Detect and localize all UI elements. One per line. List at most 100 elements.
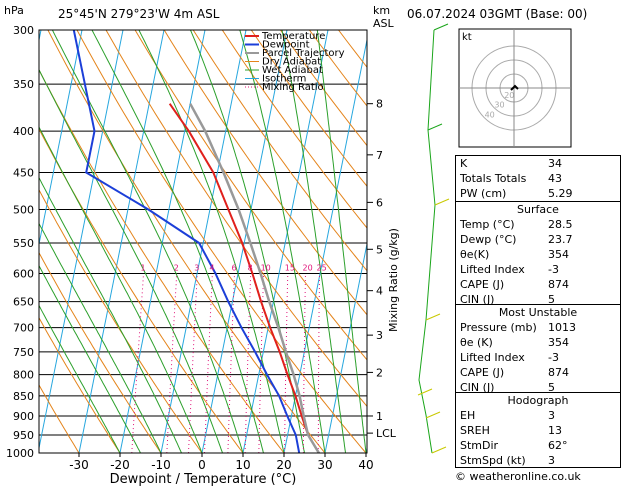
height-tick-label: 2 — [376, 366, 383, 379]
pressure-tick-label: 650 — [13, 296, 34, 309]
wet-adiabat — [239, 30, 326, 453]
wet-adiabat — [39, 125, 203, 453]
isotherm-line — [365, 445, 367, 453]
dry-adiabat — [39, 251, 162, 453]
wet-adiabat — [281, 30, 346, 453]
height-unit-label: km — [373, 4, 390, 17]
height-tick-label: 4 — [376, 285, 383, 298]
height-unit-label-2: ASL — [373, 17, 395, 30]
pressure-tick-label: 750 — [13, 346, 34, 359]
height-tick-label: 1 — [376, 410, 383, 423]
mu-row: θe (K) 354 — [460, 336, 569, 349]
legend-label: Temperature — [261, 31, 325, 42]
hodograph-ring-label: 20 — [504, 91, 514, 100]
wind-barb — [431, 446, 447, 454]
mu-row: Lifted Index -3 — [460, 351, 559, 364]
temp-tick-label: 20 — [276, 458, 291, 472]
wet-adiabat — [39, 222, 162, 453]
wet-adiabat — [39, 176, 182, 453]
legend-label: Wet Adiabat — [262, 65, 323, 76]
dry-adiabat — [192, 30, 367, 272]
dry-adiabat — [39, 68, 285, 453]
surface-title: Surface — [517, 203, 559, 216]
hodograph-table-panel: Hodograph EH 3 SREH 13 StmDir 62° StmSpd (k… — [455, 392, 621, 468]
pressure-tick-label: 500 — [13, 203, 34, 216]
legend-label: Dry Adiabat — [262, 57, 321, 68]
pressure-tick-label: 600 — [13, 268, 34, 281]
isotherm-line — [283, 37, 367, 453]
pressure-tick-label: 350 — [13, 78, 34, 91]
hodograph-unit-label: kt — [462, 32, 472, 43]
height-tick-label: LCL — [376, 427, 397, 440]
mixing-ratio-label: 3 — [194, 264, 199, 273]
pressure-tick-label: 400 — [13, 125, 34, 138]
indices-panel: K 34 Totals Totals 43 PW (cm) 5.29 — [455, 155, 621, 203]
legend-label: Mixing Ratio — [262, 82, 324, 93]
surface-row: CAPE (J) 874 — [460, 278, 569, 291]
dry-adiabat — [39, 127, 244, 453]
mu-row: CIN (J) 5 — [460, 381, 555, 394]
footer-credit: © weatheronline.co.uk — [455, 470, 581, 483]
wind-barb — [433, 23, 449, 31]
mixing-ratio-label: 6 — [231, 264, 236, 273]
temp-tick-label: -30 — [69, 458, 89, 472]
pressure-tick-label: 800 — [13, 369, 34, 382]
pressure-tick-label: 950 — [13, 429, 34, 442]
isotherm-line — [119, 30, 206, 453]
wind-barb — [417, 388, 433, 396]
pressure-tick-label: 450 — [13, 166, 34, 179]
temp-tick-label: 10 — [235, 458, 250, 472]
pressure-tick-label: 850 — [13, 390, 34, 403]
plot-area — [39, 30, 367, 453]
wind-barb — [434, 198, 450, 206]
mixing-ratio-label: 4 — [209, 264, 214, 273]
series-dewpoint — [72, 30, 301, 453]
dry-adiabat — [105, 30, 367, 408]
dry-adiabat — [39, 188, 203, 453]
temp-tick-label: 30 — [317, 458, 332, 472]
dry-adiabat — [250, 30, 367, 188]
surface-row: θe(K) 354 — [460, 248, 569, 261]
height-tick-label: 7 — [376, 149, 383, 162]
pressure-tick-label: 300 — [13, 24, 34, 37]
mixing-ratio-label: 15 — [285, 264, 295, 273]
mixing-ratio-label: 8 — [248, 264, 253, 273]
isotherm-line — [39, 30, 124, 451]
dry-adiabat — [39, 384, 80, 453]
mixing-ratio-line — [284, 273, 289, 453]
mixing-ratio-label: 25 — [317, 264, 327, 273]
wind-profile-line — [418, 29, 436, 454]
mixing-ratio-line — [188, 273, 198, 453]
pressure-unit-label: hPa — [4, 4, 24, 17]
wet-adiabat — [138, 30, 285, 453]
datetime-title: 06.07.2024 03GMT (Base: 00) — [407, 7, 588, 21]
wet-adiabat — [39, 304, 121, 453]
surface-panel: Surface Temp (°C) 28.5 Dewp (°C) 23.7 θe(K… — [455, 201, 621, 306]
mixing-ratio-label: 20 — [302, 264, 312, 273]
dry-adiabat — [163, 30, 367, 316]
hodo-row: StmDir 62° — [460, 439, 568, 452]
mixing-ratio-line — [131, 273, 144, 453]
x-axis-label: Dewpoint / Temperature (°C) — [110, 472, 297, 486]
mixing-ratio-line — [227, 273, 235, 453]
location-title: 25°45'N 279°23'W 4m ASL — [58, 7, 220, 21]
hodo-row: SREH 13 — [460, 424, 562, 437]
temp-tick-label: -20 — [110, 458, 130, 472]
wind-barb — [425, 313, 441, 321]
surface-row: Lifted Index -3 — [460, 263, 559, 276]
index-row-k: K 34 — [460, 157, 562, 170]
index-row-tt: Totals Totals 43 — [460, 172, 562, 185]
most-unstable-title: Most Unstable — [498, 306, 578, 319]
isotherm-line — [201, 30, 288, 453]
isotherm-line — [160, 30, 247, 453]
surface-row: Temp (°C) 28.5 — [460, 218, 573, 231]
mixing-ratio-line — [317, 273, 320, 453]
mixing-ratio-label: 1 — [141, 264, 146, 273]
height-tick-label: 5 — [376, 243, 383, 256]
isotherm-line — [78, 30, 165, 453]
hodo-row: StmSpd (kt) 3 — [460, 454, 555, 467]
mixing-ratio-axis-label: Mixing Ratio (g/kg) — [387, 228, 400, 332]
wind-barb — [427, 123, 443, 131]
dry-adiabat — [47, 30, 326, 453]
mixing-ratio-line — [302, 273, 306, 453]
